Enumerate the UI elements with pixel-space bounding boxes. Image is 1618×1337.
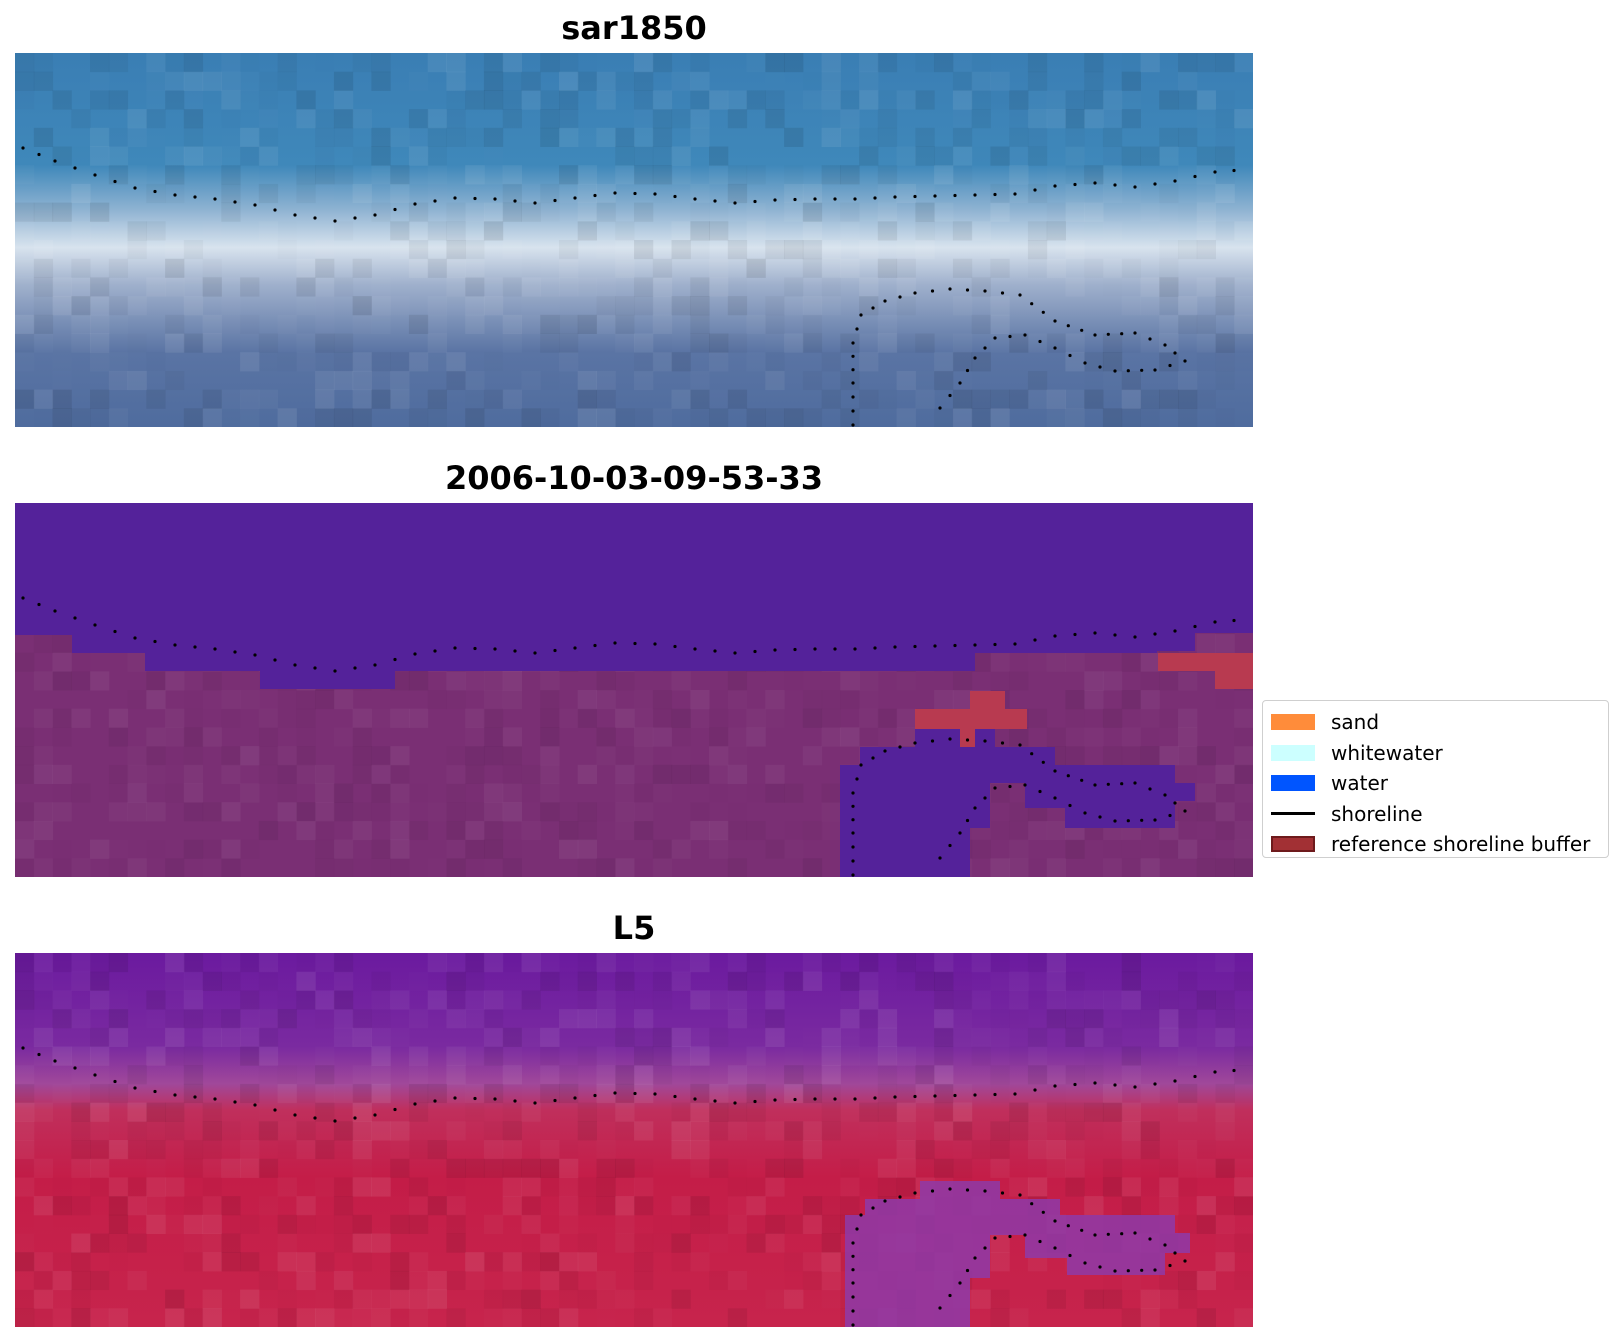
legend: sand whitewater water shoreline reference sh… bbox=[1262, 700, 1609, 858]
legend-swatch bbox=[1271, 775, 1315, 792]
legend-label: water bbox=[1331, 771, 1388, 796]
legend-item-whitewater: whitewater bbox=[1263, 738, 1608, 769]
shoreline-dots bbox=[21, 146, 1236, 427]
buffer-region-b bbox=[1158, 653, 1253, 689]
shoreline-dots bbox=[21, 596, 1236, 877]
water-region-inlet bbox=[840, 729, 1195, 877]
legend-label: shoreline bbox=[1331, 801, 1423, 826]
legend-swatch bbox=[1271, 836, 1315, 853]
legend-label: whitewater bbox=[1331, 740, 1443, 765]
legend-item-shoreline: shoreline bbox=[1263, 799, 1608, 830]
panel-title-index: L5 bbox=[612, 909, 656, 947]
legend-label: sand bbox=[1331, 710, 1380, 735]
index-background bbox=[15, 953, 1253, 1327]
shoreline-dots bbox=[21, 1046, 1236, 1327]
legend-label: reference shoreline buffer bbox=[1331, 832, 1591, 857]
index-image-panel bbox=[15, 953, 1253, 1327]
water-region-sea bbox=[15, 503, 1253, 689]
rgb-image-panel bbox=[15, 53, 1253, 427]
rgb-background bbox=[15, 53, 1253, 427]
legend-item-water: water bbox=[1263, 768, 1608, 799]
buffer-region-a bbox=[915, 691, 1027, 747]
panel-title-rgb: sar1850 bbox=[561, 9, 707, 47]
legend-swatch bbox=[1271, 812, 1315, 816]
legend-item-sand: sand bbox=[1263, 707, 1608, 738]
legend-swatch bbox=[1271, 744, 1315, 761]
inlet-low-index bbox=[845, 1181, 1190, 1327]
legend-swatch bbox=[1271, 714, 1315, 731]
classified-image-panel bbox=[15, 503, 1253, 877]
panel-title-classified: 2006-10-03-09-53-33 bbox=[444, 459, 824, 497]
legend-item-reference-shoreline-buffer: reference shoreline buffer bbox=[1263, 829, 1608, 860]
